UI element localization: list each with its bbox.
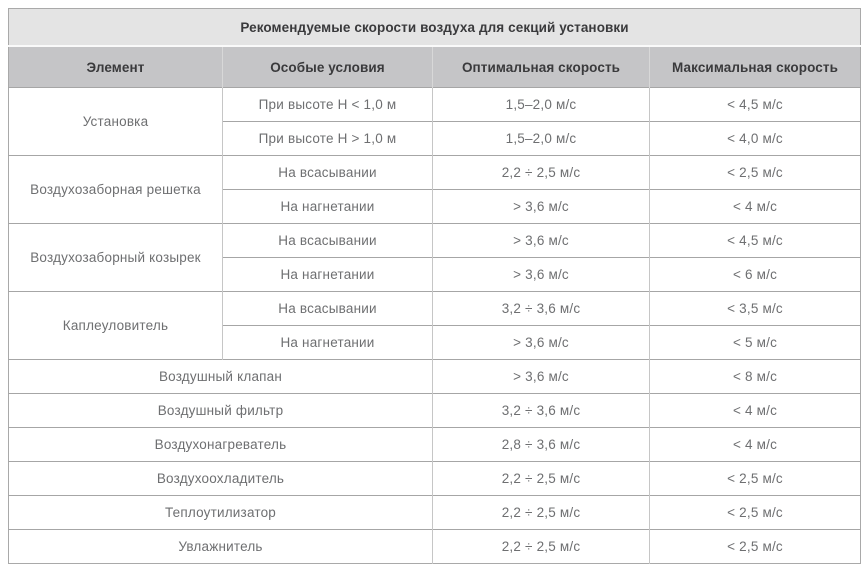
element-cell: Увлажнитель bbox=[8, 529, 433, 564]
optimal-speed-cell: 1,5–2,0 м/с bbox=[432, 87, 650, 122]
table-row: Воздухозаборная решетка На всасывании 2,… bbox=[8, 155, 861, 224]
table-header-row: Элемент Особые условия Оптимальная скоро… bbox=[8, 46, 861, 88]
max-speed-cell: < 2,5 м/с bbox=[648, 495, 861, 530]
column-header-element: Элемент bbox=[8, 46, 223, 88]
optimal-speed-cell: 2,8 ÷ 3,6 м/с bbox=[432, 427, 650, 462]
element-cell: Воздухоохладитель bbox=[8, 461, 433, 496]
max-speed-cell: < 4,5 м/с bbox=[648, 223, 861, 258]
max-speed-cell: < 8 м/с bbox=[648, 359, 861, 394]
table-row: Воздушный фильтр 3,2 ÷ 3,6 м/с < 4 м/с bbox=[8, 393, 861, 428]
condition-cell: При высоте Н > 1,0 м bbox=[222, 121, 433, 156]
max-speed-cell: < 5 м/с bbox=[648, 325, 861, 360]
element-cell: Воздухозаборный козырек bbox=[8, 223, 223, 292]
element-cell: Воздушный клапан bbox=[8, 359, 433, 394]
max-speed-cell: < 4 м/с bbox=[648, 189, 861, 224]
element-cell: Установка bbox=[8, 87, 223, 156]
element-cell: Воздухонагреватель bbox=[8, 427, 433, 462]
column-header-condition: Особые условия bbox=[222, 46, 433, 88]
max-speed-cell: < 4 м/с bbox=[648, 427, 861, 462]
table-row: Воздухонагреватель 2,8 ÷ 3,6 м/с < 4 м/с bbox=[8, 427, 861, 462]
element-cell: Воздушный фильтр bbox=[8, 393, 433, 428]
max-speed-cell: < 6 м/с bbox=[648, 257, 861, 292]
max-speed-cell: < 2,5 м/с bbox=[648, 461, 861, 496]
optimal-speed-cell: 2,2 ÷ 2,5 м/с bbox=[432, 495, 650, 530]
optimal-speed-cell: > 3,6 м/с bbox=[432, 257, 650, 292]
max-speed-cell: < 4,5 м/с bbox=[648, 87, 861, 122]
table-row: На нагнетании > 3,6 м/с < 5 м/с bbox=[9, 325, 861, 360]
element-cell: Каплеуловитель bbox=[8, 291, 223, 360]
table-title: Рекомендуемые скорости воздуха для секци… bbox=[8, 8, 861, 47]
air-velocity-table: Рекомендуемые скорости воздуха для секци… bbox=[8, 8, 862, 564]
column-header-optimal: Оптимальная скорость bbox=[432, 46, 650, 88]
table-title-bar: Рекомендуемые скорости воздуха для секци… bbox=[8, 8, 861, 47]
table-row: Теплоутилизатор 2,2 ÷ 2,5 м/с < 2,5 м/с bbox=[8, 495, 861, 530]
max-speed-cell: < 4,0 м/с bbox=[648, 121, 861, 156]
optimal-speed-cell: > 3,6 м/с bbox=[432, 189, 650, 224]
condition-cell: На нагнетании bbox=[222, 257, 433, 292]
element-cell: Воздухозаборная решетка bbox=[8, 155, 223, 224]
optimal-speed-cell: 2,2 ÷ 2,5 м/с bbox=[432, 461, 650, 496]
table-row: На нагнетании > 3,6 м/с < 4 м/с bbox=[9, 189, 861, 224]
optimal-speed-cell: 2,2 ÷ 2,5 м/с bbox=[432, 529, 650, 564]
table-row: Воздухоохладитель 2,2 ÷ 2,5 м/с < 2,5 м/… bbox=[8, 461, 861, 496]
optimal-speed-cell: > 3,6 м/с bbox=[432, 223, 650, 258]
element-cell: Теплоутилизатор bbox=[8, 495, 433, 530]
condition-cell: На всасывании bbox=[222, 155, 433, 190]
optimal-speed-cell: 1,5–2,0 м/с bbox=[432, 121, 650, 156]
table-row: Каплеуловитель На всасывании 3,2 ÷ 3,6 м… bbox=[8, 291, 861, 360]
condition-cell: На нагнетании bbox=[222, 325, 433, 360]
table-row: Увлажнитель 2,2 ÷ 2,5 м/с < 2,5 м/с bbox=[8, 529, 861, 564]
max-speed-cell: < 2,5 м/с bbox=[648, 155, 861, 190]
optimal-speed-cell: 3,2 ÷ 3,6 м/с bbox=[432, 291, 650, 326]
condition-cell: При высоте Н < 1,0 м bbox=[222, 87, 433, 122]
optimal-speed-cell: 3,2 ÷ 3,6 м/с bbox=[432, 393, 650, 428]
table-row: Установка При высоте Н < 1,0 м 1,5–2,0 м… bbox=[8, 87, 861, 156]
condition-cell: На всасывании bbox=[222, 291, 433, 326]
table-row: На нагнетании > 3,6 м/с < 6 м/с bbox=[9, 257, 861, 292]
max-speed-cell: < 3,5 м/с bbox=[648, 291, 861, 326]
column-header-maximum: Максимальная скорость bbox=[648, 46, 861, 88]
optimal-speed-cell: > 3,6 м/с bbox=[432, 359, 650, 394]
max-speed-cell: < 4 м/с bbox=[648, 393, 861, 428]
table-row: Воздухозаборный козырек На всасывании > … bbox=[8, 223, 861, 292]
optimal-speed-cell: > 3,6 м/с bbox=[432, 325, 650, 360]
max-speed-cell: < 2,5 м/с bbox=[648, 529, 861, 564]
optimal-speed-cell: 2,2 ÷ 2,5 м/с bbox=[432, 155, 650, 190]
condition-cell: На всасывании bbox=[222, 223, 433, 258]
table-row: При высоте Н > 1,0 м 1,5–2,0 м/с < 4,0 м… bbox=[9, 121, 861, 156]
condition-cell: На нагнетании bbox=[222, 189, 433, 224]
page: Рекомендуемые скорости воздуха для секци… bbox=[8, 8, 862, 564]
table-row: Воздушный клапан > 3,6 м/с < 8 м/с bbox=[8, 359, 861, 394]
